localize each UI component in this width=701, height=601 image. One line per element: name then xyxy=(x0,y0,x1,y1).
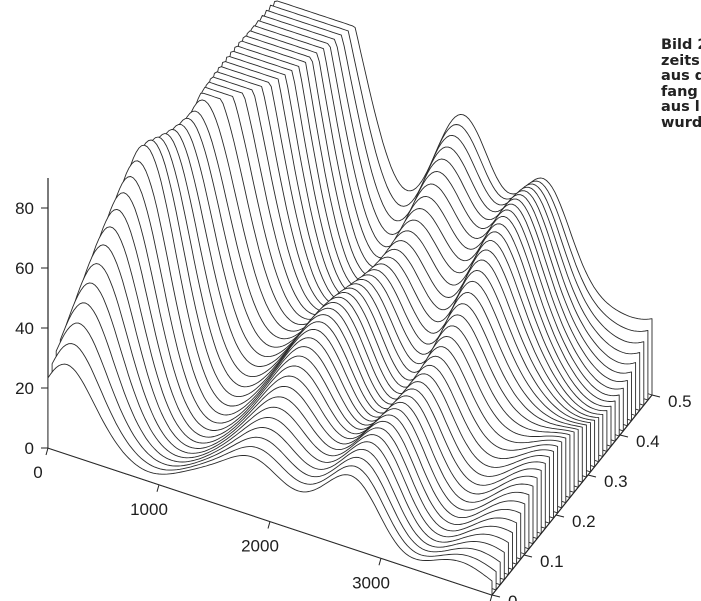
y-tick-label: 0.4 xyxy=(636,432,660,451)
x-tick-mark xyxy=(489,594,493,601)
y-tick-mark xyxy=(587,474,597,478)
waterfall-trace xyxy=(47,363,493,596)
caption-line: aus d xyxy=(661,68,701,84)
x-tick-mark xyxy=(378,558,382,566)
tick-labels-group: 0100020003000400000.10.20.30.40.50204060… xyxy=(15,199,692,601)
z-tick-label: 20 xyxy=(15,379,34,398)
y-tick-mark xyxy=(523,554,533,558)
y-tick-label: 0.3 xyxy=(604,472,628,491)
z-tick-label: 80 xyxy=(15,199,34,218)
z-tick-label: 40 xyxy=(15,319,34,338)
z-tick-label: 0 xyxy=(25,439,34,458)
x-tick-mark xyxy=(45,447,49,456)
y-axis-line xyxy=(491,394,653,596)
caption-line: fang xyxy=(661,83,698,100)
caption-line: wurd xyxy=(661,114,701,131)
traces-group xyxy=(47,0,653,596)
caption-line: zeits xyxy=(661,52,700,69)
y-tick-mark xyxy=(619,434,629,438)
y-tick-mark xyxy=(555,514,565,518)
x-tick-label: 2000 xyxy=(241,537,279,556)
caption-fragment: Bild 2 zeits aus d fang aus l wurd xyxy=(661,38,701,131)
caption-line: aus l xyxy=(661,99,700,115)
caption-line: Bild 2 xyxy=(661,38,701,53)
x-tick-label: 0 xyxy=(33,463,42,482)
x-tick-mark xyxy=(156,484,160,492)
x-tick-mark xyxy=(267,521,271,529)
y-tick-label: 0 xyxy=(508,592,517,601)
y-tick-label: 0.1 xyxy=(540,552,564,571)
y-tick-mark xyxy=(491,594,501,598)
x-tick-label: 1000 xyxy=(130,500,168,519)
x-tick-label: 3000 xyxy=(352,573,390,592)
y-tick-mark xyxy=(651,394,661,398)
z-tick-label: 60 xyxy=(15,259,34,278)
y-tick-label: 0.5 xyxy=(668,392,692,411)
y-tick-label: 0.2 xyxy=(572,512,596,531)
